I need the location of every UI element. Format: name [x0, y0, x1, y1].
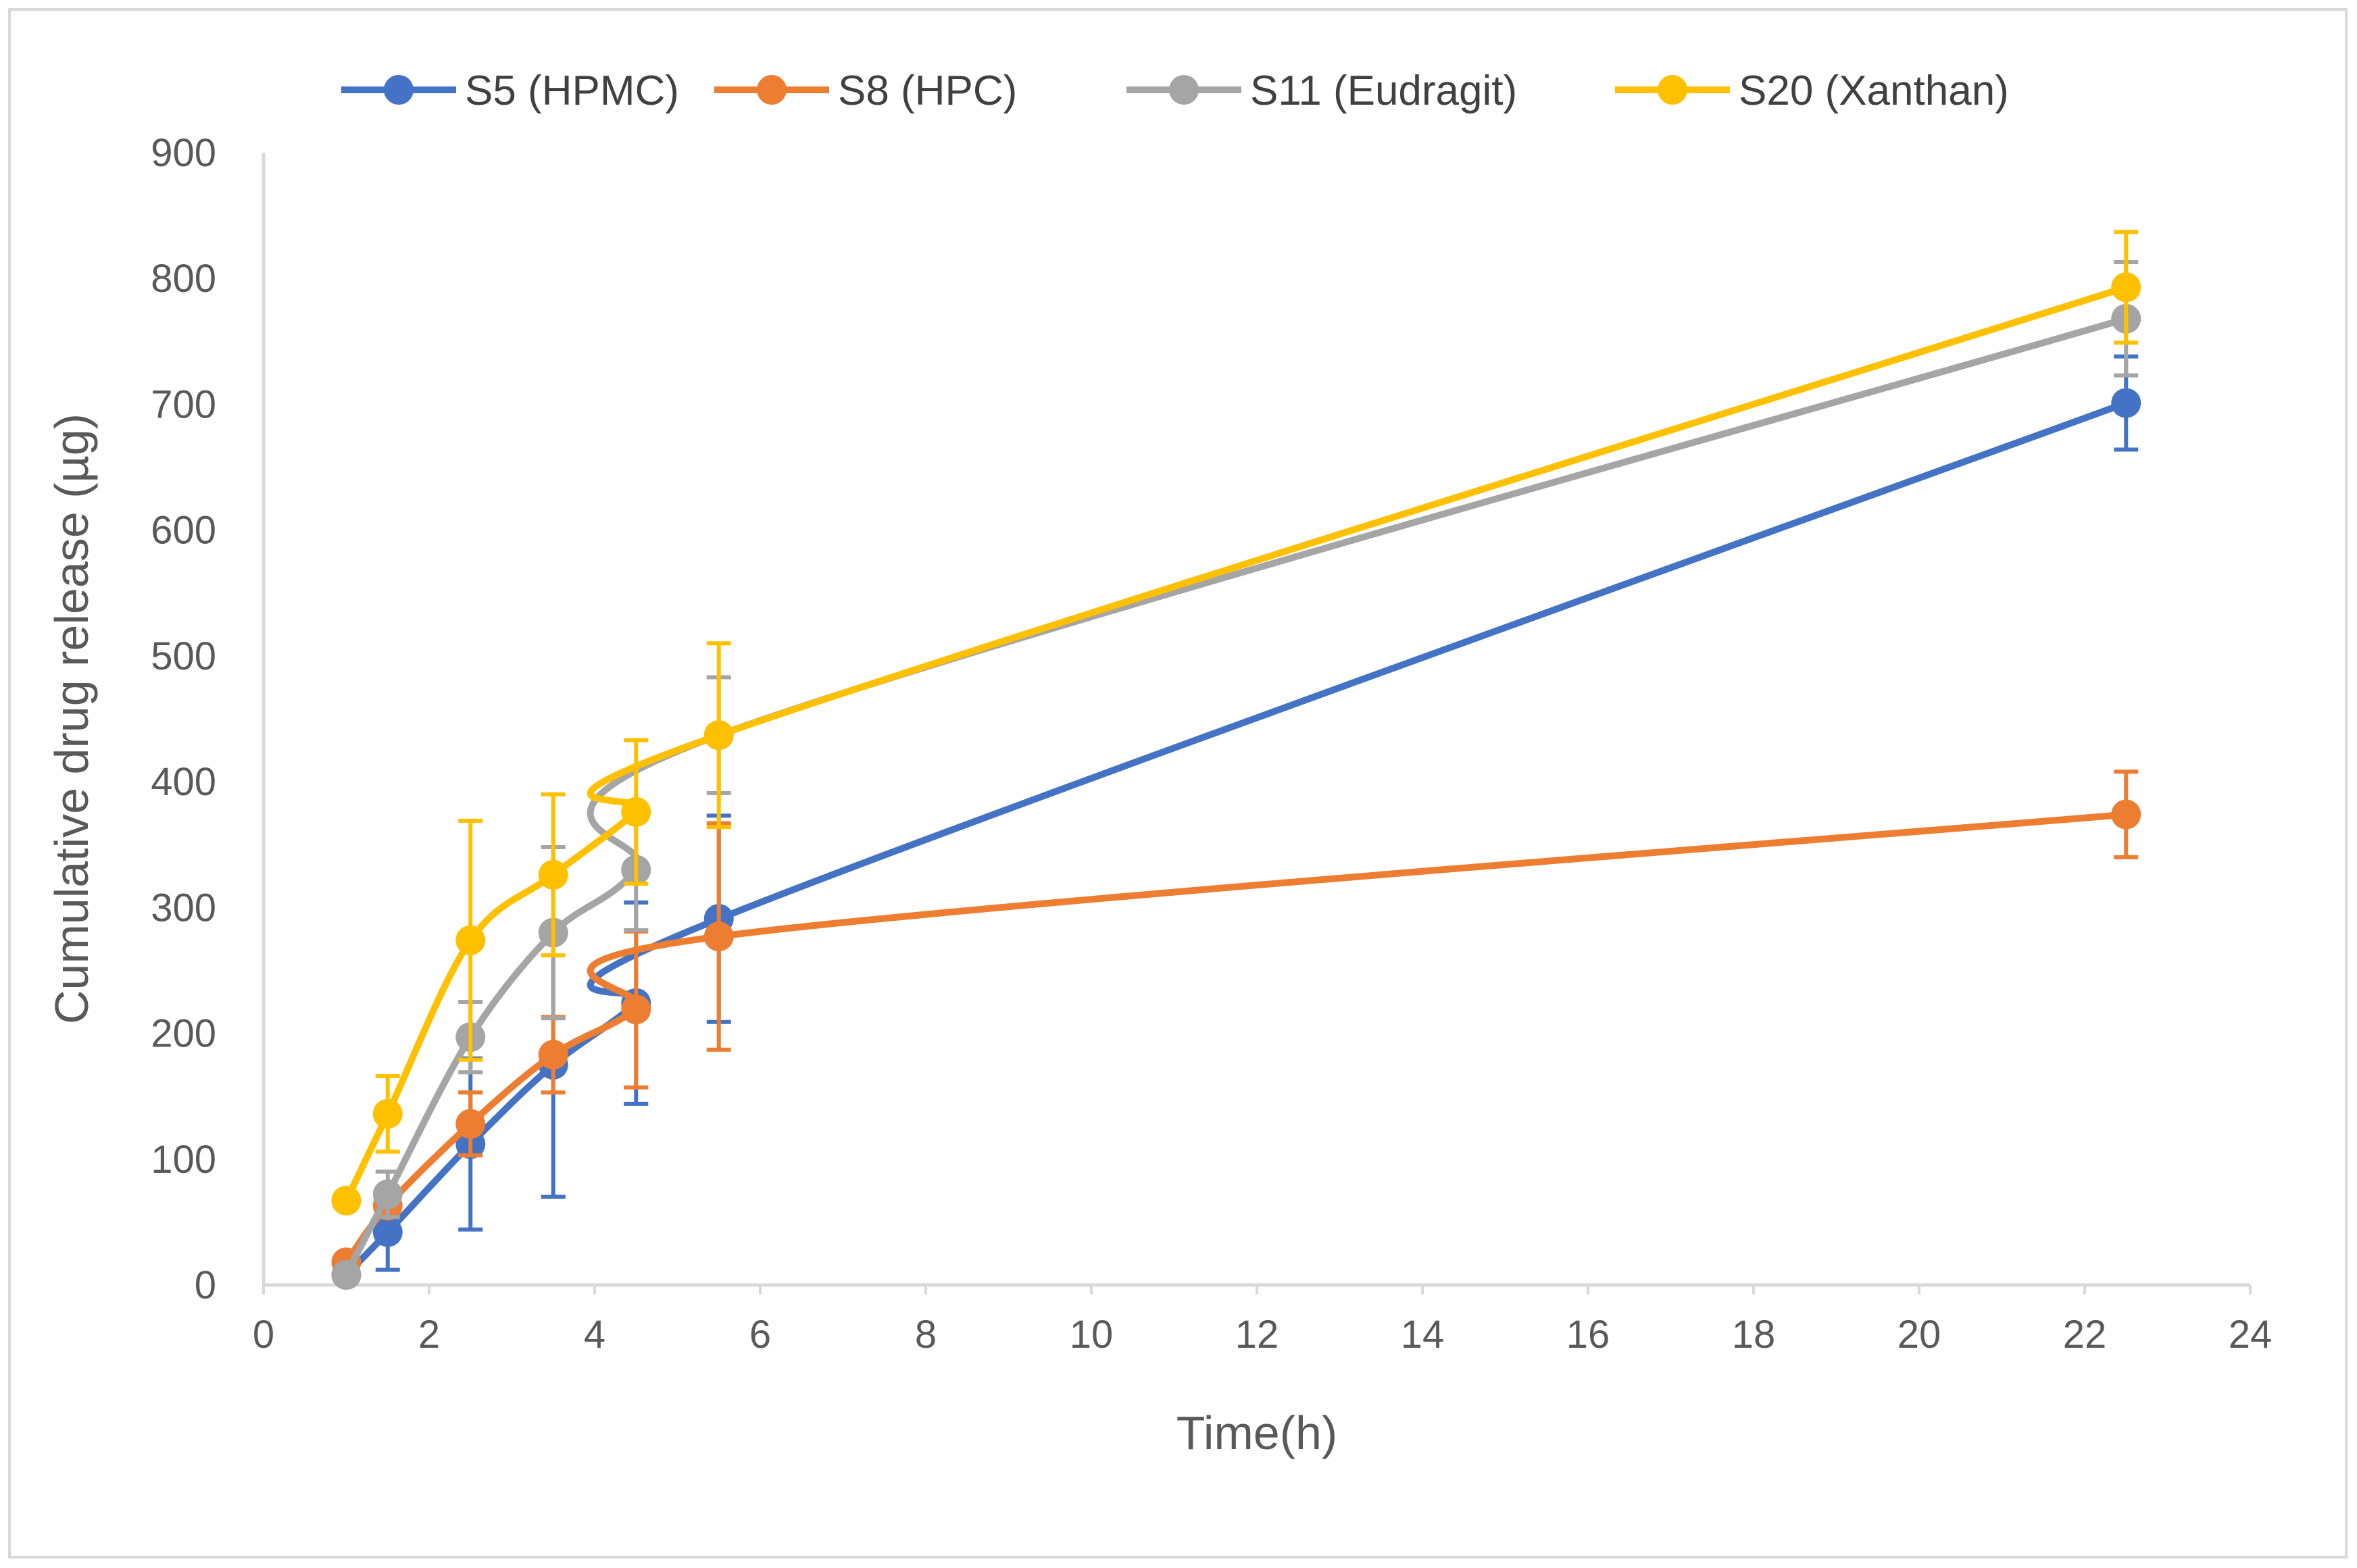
legend-label: S20 (Xanthan) [1739, 68, 2009, 114]
x-tick-label: 4 [584, 1313, 605, 1357]
chart-frame [8, 8, 2348, 1559]
x-tick-label: 10 [1070, 1313, 1114, 1357]
legend-label: S11 (Eudragit) [1250, 68, 1517, 114]
y-tick-labels: 0 100 200 300 400 500 600 700 800 900 [151, 131, 216, 1307]
legend-swatch-marker [384, 75, 414, 105]
y-tick-label: 300 [151, 886, 216, 930]
series-line [343, 315, 2130, 1279]
data-point [372, 1179, 403, 1209]
x-tick-label: 6 [749, 1313, 771, 1357]
x-axis-title: Time(h) [1176, 1407, 1338, 1459]
x-tick-label: 24 [2229, 1313, 2273, 1357]
x-tick-label: 22 [2063, 1313, 2107, 1357]
data-point [331, 1260, 362, 1290]
series-3 [331, 260, 2141, 1290]
data-point [538, 1040, 568, 1070]
legend-item: S5 (HPMC) [341, 68, 679, 114]
data-point [703, 921, 734, 952]
series-2 [331, 769, 2141, 1278]
x-tick-label: 2 [418, 1313, 440, 1357]
y-tick-label: 200 [151, 1012, 216, 1056]
series-4 [331, 230, 2141, 1216]
legend-label: S8 (HPC) [838, 68, 1017, 114]
legend-item: S8 (HPC) [714, 68, 1017, 114]
legend-label: S5 (HPMC) [465, 68, 679, 114]
data-point [372, 1098, 403, 1129]
y-tick-label: 100 [151, 1138, 216, 1182]
data-point [2111, 388, 2141, 418]
data-point [2111, 799, 2141, 830]
legend-swatch-marker [757, 75, 787, 105]
data-point [455, 1109, 486, 1139]
data-point [621, 796, 651, 827]
x-tick-label: 18 [1732, 1313, 1776, 1357]
data-point [331, 1186, 362, 1216]
y-tick-label: 700 [151, 382, 216, 426]
y-tick-label: 800 [151, 257, 216, 301]
x-tick-label: 14 [1401, 1313, 1445, 1357]
legend: S5 (HPMC) S8 (HPC) S11 (Eudragit) S20 (Xant… [341, 68, 2009, 114]
y-tick-label: 500 [151, 634, 216, 678]
x-tick-label: 8 [915, 1313, 937, 1357]
y-tick-label: 400 [151, 760, 216, 804]
series-1 [331, 354, 2141, 1290]
x-axis-ticks [262, 1285, 2252, 1294]
x-tick-label: 16 [1566, 1313, 1610, 1357]
series-layer [331, 230, 2141, 1290]
x-tick-label: 0 [253, 1313, 274, 1357]
series-line [343, 399, 2130, 1279]
x-tick-labels: 0 2 4 6 8 10 12 14 16 18 20 22 24 [253, 1313, 2272, 1357]
data-point [455, 925, 486, 955]
y-tick-label: 0 [195, 1263, 216, 1307]
data-point [2111, 272, 2141, 303]
legend-swatch-marker [1169, 75, 1199, 105]
data-point [372, 1217, 403, 1247]
data-point [621, 994, 651, 1025]
data-point [538, 859, 568, 890]
data-point [703, 720, 734, 751]
y-axis-title: Cumulative drug release (µg) [45, 413, 98, 1024]
y-tick-label: 900 [151, 131, 216, 175]
series-line [343, 284, 2130, 1205]
x-tick-label: 12 [1235, 1313, 1279, 1357]
series-line [343, 811, 2130, 1266]
y-tick-label: 600 [151, 509, 216, 553]
legend-item: S11 (Eudragit) [1126, 68, 1517, 114]
legend-item: S20 (Xanthan) [1615, 68, 2009, 114]
x-tick-label: 20 [1897, 1313, 1941, 1357]
legend-swatch-marker [1658, 75, 1687, 105]
